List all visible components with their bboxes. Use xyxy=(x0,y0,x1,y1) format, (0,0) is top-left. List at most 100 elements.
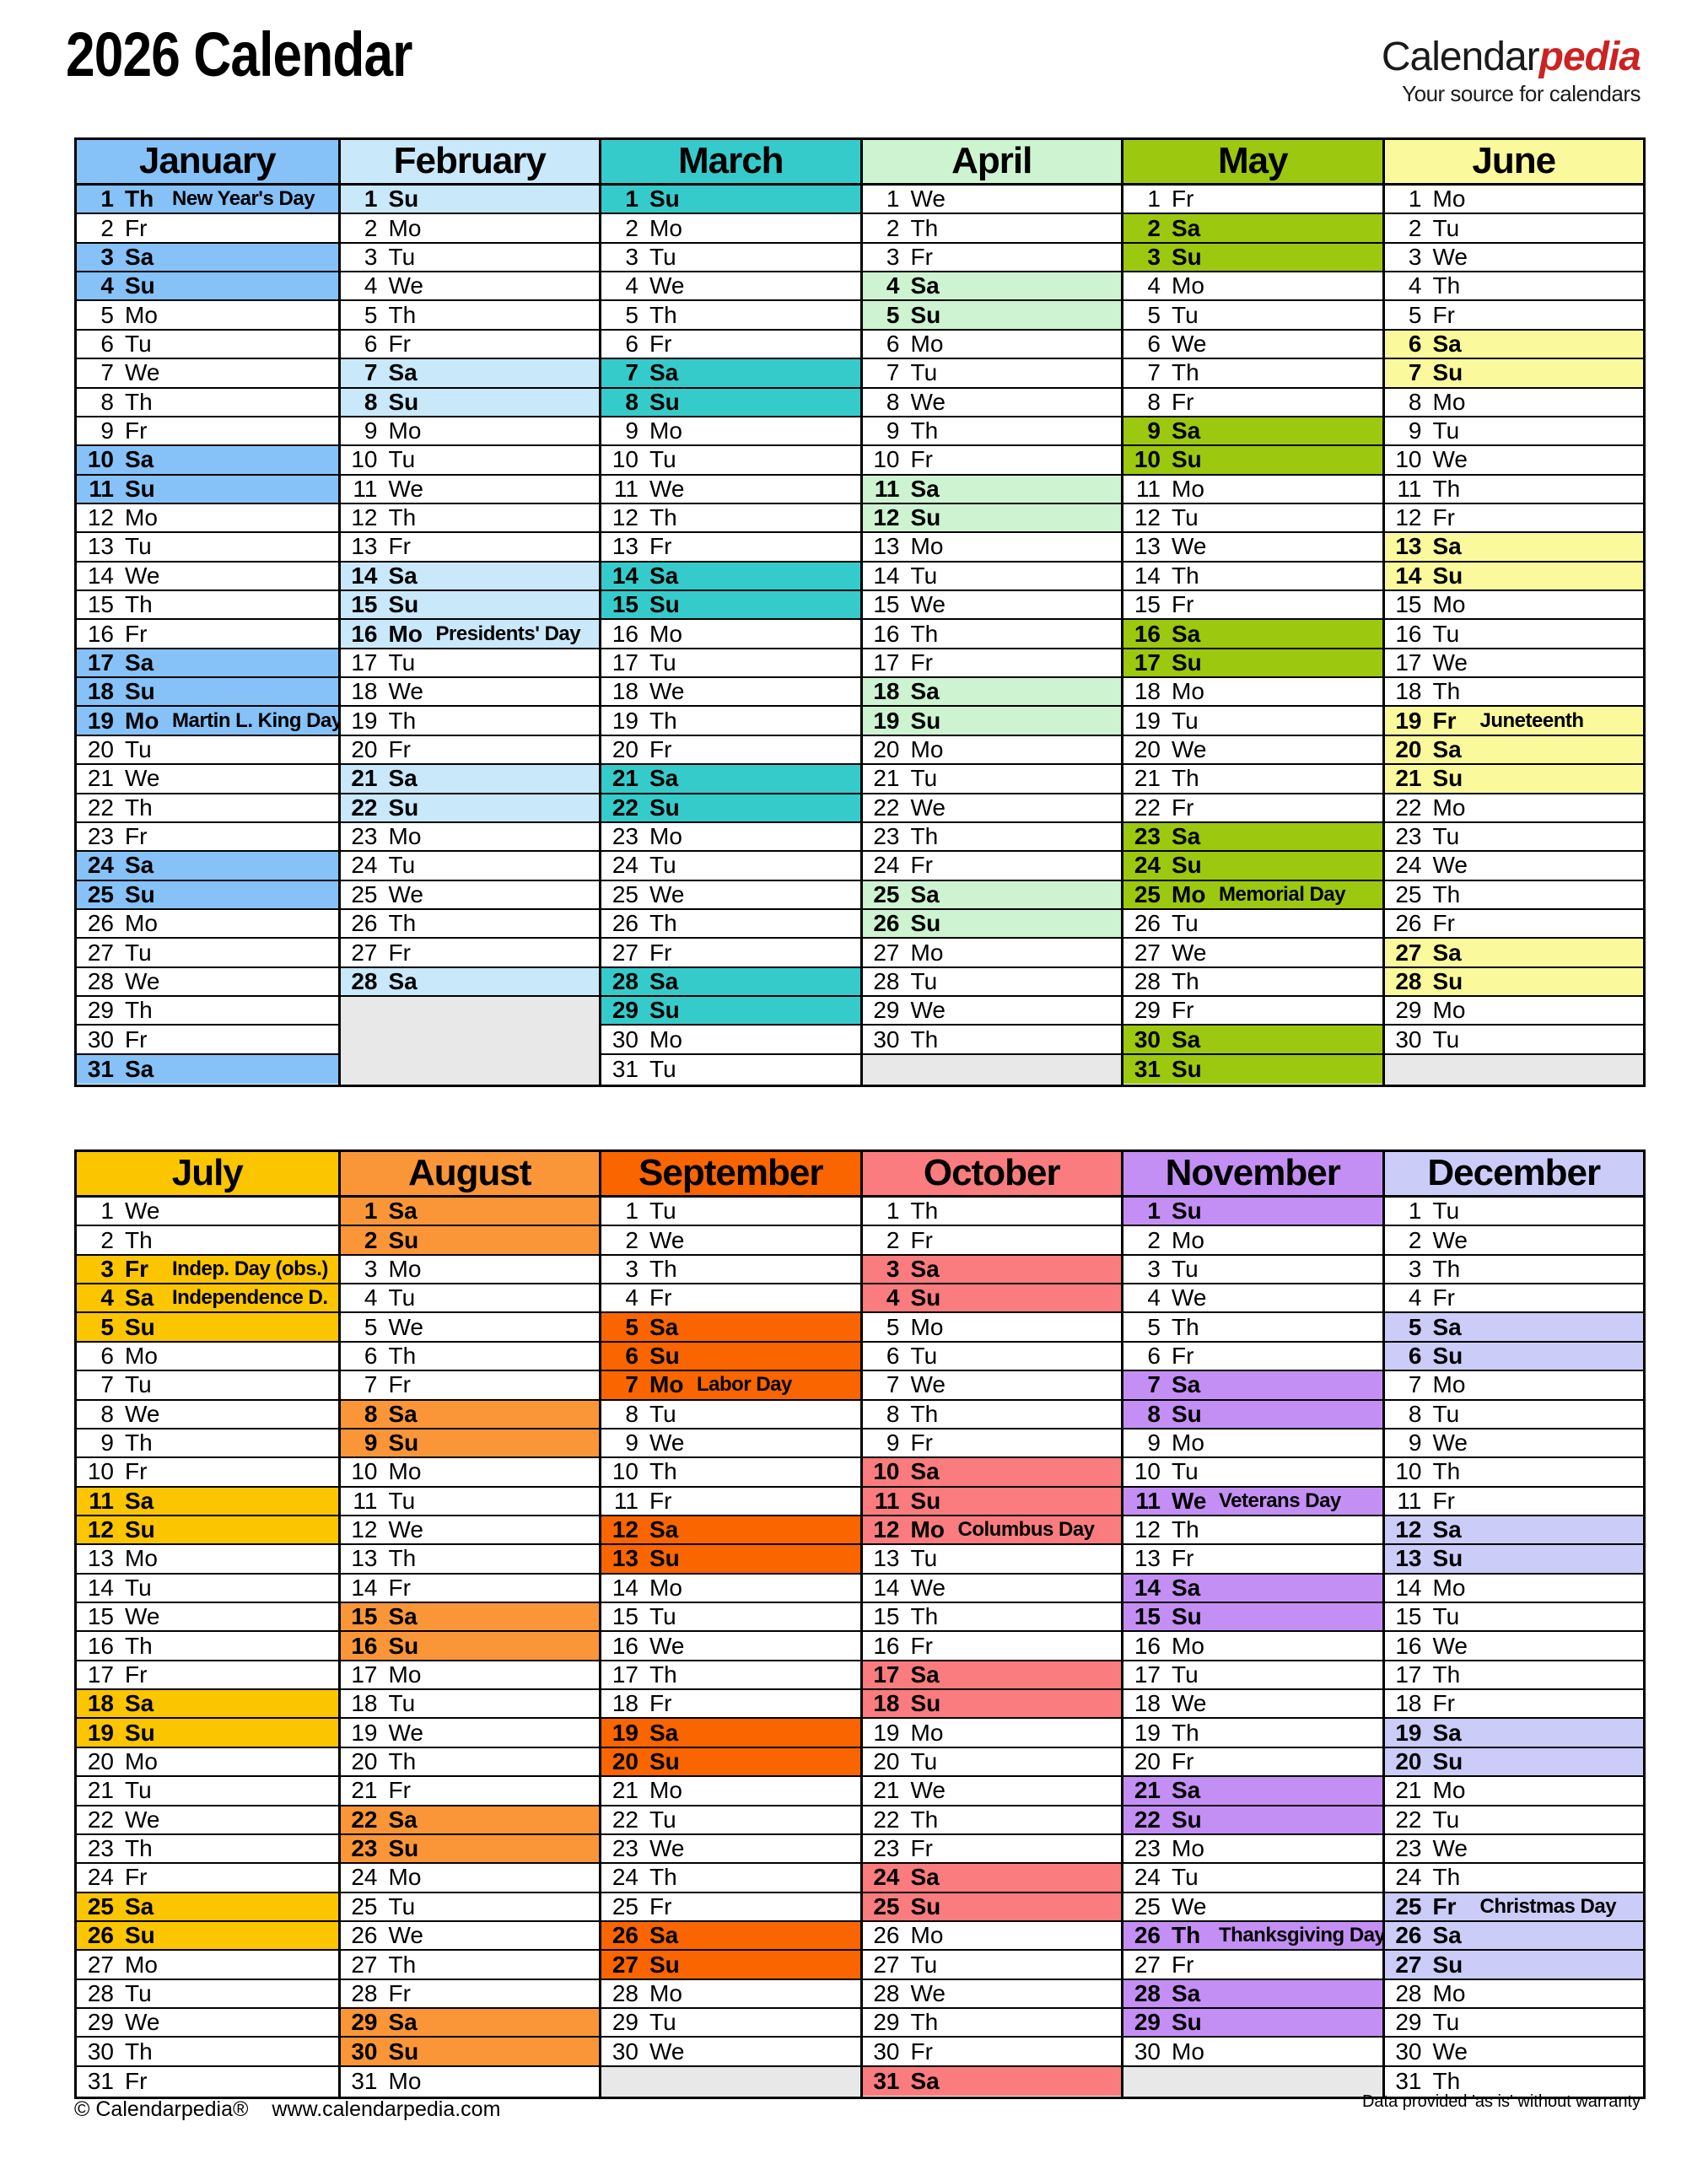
day-number: 12 xyxy=(87,504,114,531)
day-row-april-8: 8 We xyxy=(862,389,1121,417)
day-weekday: Tu xyxy=(649,2009,676,2036)
day-number: 30 xyxy=(873,1026,900,1053)
day-weekday: Th xyxy=(649,1661,677,1688)
day-weekday: Tu xyxy=(125,736,152,762)
day-weekday: Su xyxy=(388,1429,419,1456)
day-row-april-14: 14 Tu xyxy=(862,563,1121,592)
day-number: 26 xyxy=(1134,910,1161,937)
day-row-october-18: 18 Su xyxy=(862,1690,1121,1720)
day-row-august-16: 16 Su xyxy=(340,1632,599,1661)
day-row-april-3: 3 Fr xyxy=(862,244,1121,273)
day-weekday: Sa xyxy=(1172,1574,1201,1601)
day-weekday: Sa xyxy=(649,765,679,792)
day-number: 20 xyxy=(1395,736,1422,762)
day-row-september-9: 9 We xyxy=(601,1429,860,1459)
day-number: 24 xyxy=(1134,852,1161,879)
day-number: 11 xyxy=(89,1487,114,1514)
day-number: 9 xyxy=(886,417,900,444)
day-number: 10 xyxy=(351,1458,378,1485)
day-row-july-17: 17 Fr xyxy=(77,1661,338,1691)
footer-copyright-line: © Calendarpedia® www.calendarpedia.com xyxy=(74,2097,500,2122)
day-weekday: Su xyxy=(1432,562,1463,589)
day-row-july-26: 26 Su xyxy=(77,1921,338,1952)
day-weekday: Su xyxy=(1432,1342,1463,1369)
day-number: 16 xyxy=(1395,1632,1422,1659)
day-weekday: Mo xyxy=(388,823,422,850)
day-number: 13 xyxy=(873,1545,900,1572)
day-row-june-21: 21 Su xyxy=(1384,765,1643,794)
day-weekday: We xyxy=(125,1806,160,1833)
day-number: 5 xyxy=(1147,1313,1161,1340)
day-row-march-9: 9 Mo xyxy=(601,417,860,447)
day-weekday: Th xyxy=(388,1545,417,1572)
day-weekday: Sa xyxy=(125,1892,154,1919)
day-number: 27 xyxy=(351,939,378,966)
day-weekday: Mo xyxy=(125,1951,158,1978)
day-number: 4 xyxy=(886,1284,900,1311)
day-row-june-5: 5 Fr xyxy=(1384,301,1643,331)
month-header-april: April xyxy=(862,140,1121,186)
day-weekday: Sa xyxy=(1172,1026,1201,1053)
footer-url[interactable]: www.calendarpedia.com xyxy=(272,2097,501,2121)
day-weekday: Tu xyxy=(125,1777,152,1804)
day-number: 21 xyxy=(1395,765,1422,792)
day-row-september-25: 25 Fr xyxy=(601,1893,860,1922)
day-number: 7 xyxy=(625,359,638,386)
day-weekday: Tu xyxy=(1432,214,1460,241)
day-weekday: We xyxy=(910,591,946,618)
day-weekday: Tu xyxy=(1432,1198,1460,1225)
day-weekday: Mo xyxy=(388,1255,422,1282)
day-weekday: Th xyxy=(125,1632,153,1659)
day-row-december-16: 16 We xyxy=(1384,1632,1643,1661)
day-number: 27 xyxy=(612,1951,638,1978)
day-row-may-13: 13 We xyxy=(1123,533,1382,563)
day-weekday: Sa xyxy=(649,562,679,589)
day-weekday: Sa xyxy=(1172,1979,1201,2006)
day-weekday: Sa xyxy=(1172,620,1201,647)
day-weekday: Su xyxy=(649,1748,680,1774)
day-number: 9 xyxy=(100,1429,114,1456)
day-weekday: Su xyxy=(1172,1400,1202,1427)
day-weekday: Fr xyxy=(388,1979,411,2006)
day-row-august-14: 14 Fr xyxy=(340,1575,599,1604)
day-number: 16 xyxy=(87,1632,114,1659)
day-number: 20 xyxy=(612,736,638,762)
day-weekday: Sa xyxy=(910,1864,940,1891)
day-row-march-5: 5 Th xyxy=(601,301,860,331)
day-row-march-7: 7 Sa xyxy=(601,359,860,389)
day-number: 11 xyxy=(1135,1487,1161,1514)
day-row-august-28: 28 Fr xyxy=(340,1979,599,2010)
day-row-november-13: 13 Fr xyxy=(1123,1545,1382,1575)
day-row-august-3: 3 Mo xyxy=(340,1255,599,1285)
day-row-june-27: 27 Sa xyxy=(1384,939,1643,968)
day-number: 7 xyxy=(625,1371,638,1398)
day-number: 10 xyxy=(873,446,900,473)
day-row-august-2: 2 Su xyxy=(340,1226,599,1256)
day-number: 29 xyxy=(1395,2009,1422,2036)
day-number: 21 xyxy=(1134,765,1161,792)
day-weekday: Mo xyxy=(1432,997,1466,1024)
holiday-label: Columbus Day xyxy=(957,1518,1096,1542)
day-row-october-15: 15 Th xyxy=(862,1603,1121,1633)
day-weekday: We xyxy=(910,794,946,821)
day-weekday: We xyxy=(1172,1487,1207,1514)
day-row-may-30: 30 Sa xyxy=(1123,1026,1382,1055)
day-number: 24 xyxy=(1395,1864,1422,1891)
day-number: 5 xyxy=(886,301,900,328)
day-row-march-29: 29 Su xyxy=(601,997,860,1026)
day-row-august-1: 1 Sa xyxy=(340,1198,599,1227)
day-weekday: Sa xyxy=(649,359,679,386)
day-row-june-23: 23 Tu xyxy=(1384,823,1643,853)
day-row-july-16: 16 Th xyxy=(77,1632,338,1661)
day-number: 22 xyxy=(1395,794,1422,821)
day-weekday: Tu xyxy=(388,1284,416,1311)
day-weekday: Mo xyxy=(910,736,944,762)
day-row-december-14: 14 Mo xyxy=(1384,1575,1643,1604)
day-weekday: Fr xyxy=(1172,1545,1194,1572)
day-weekday: Fr xyxy=(125,1255,148,1282)
day-weekday: Su xyxy=(1432,967,1463,994)
day-number: 11 xyxy=(353,475,378,502)
day-row-december-6: 6 Su xyxy=(1384,1342,1643,1372)
day-row-march-10: 10 Tu xyxy=(601,446,860,476)
day-row-may-17: 17 Su xyxy=(1123,649,1382,679)
